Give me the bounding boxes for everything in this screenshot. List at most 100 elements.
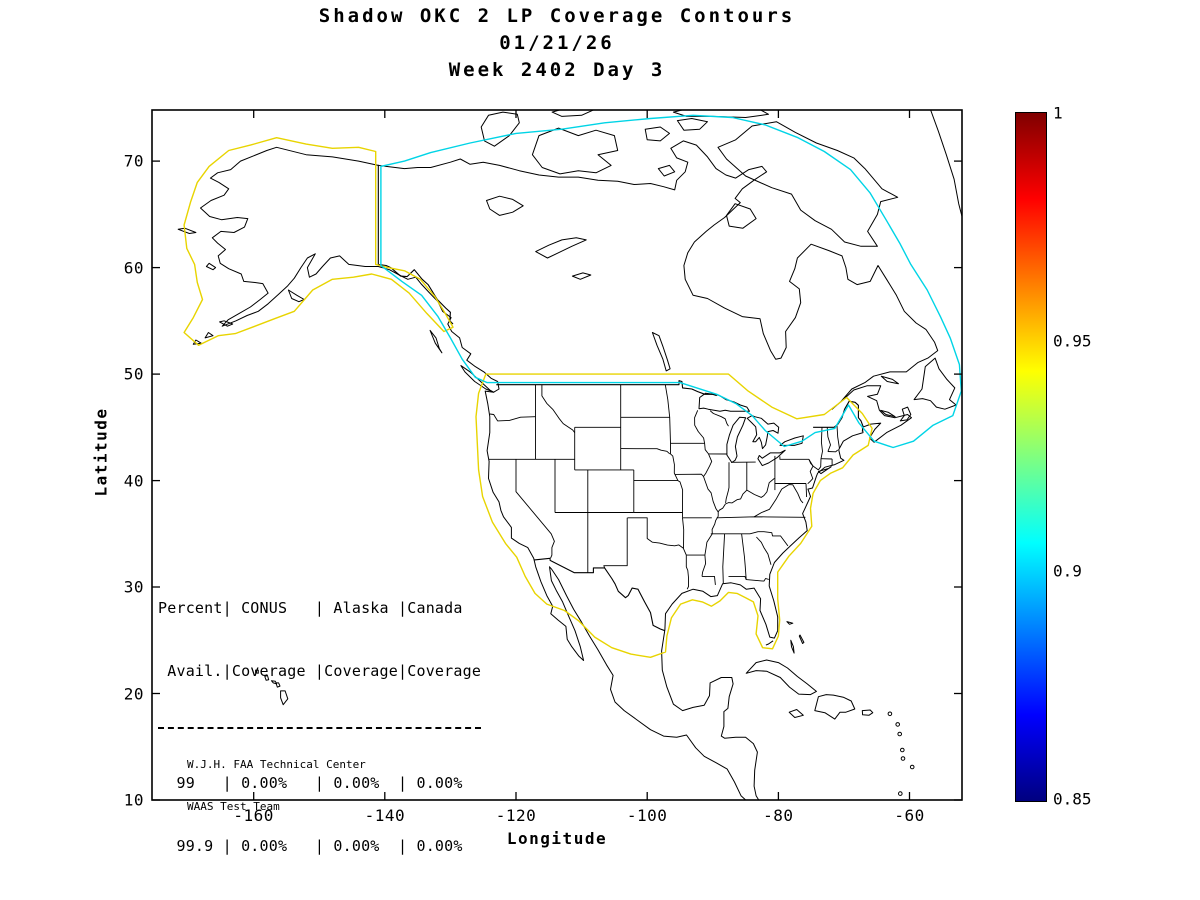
- island-outline: [644, 126, 670, 142]
- coverage-table-divider: [158, 727, 482, 729]
- coverage-table-header-2: Avail.|Coverage |Coverage|Coverage: [158, 662, 482, 680]
- y-tick-label: 20: [123, 684, 144, 704]
- island-outline: [480, 111, 520, 147]
- island-outline: [913, 357, 957, 410]
- island-outline: [657, 164, 676, 177]
- national-border: [377, 164, 454, 325]
- x-tick-label: -120: [495, 806, 537, 825]
- coastline-segment: [930, 110, 962, 219]
- state-border: [716, 516, 806, 519]
- state-border: [826, 427, 831, 452]
- chart-date: 01/21/26: [499, 32, 615, 54]
- state-border: [725, 462, 730, 503]
- x-tick-label: -140: [364, 806, 406, 825]
- island-outline: [814, 694, 856, 720]
- state-border: [741, 533, 747, 580]
- island-outline: [205, 262, 217, 271]
- state-border: [717, 478, 775, 513]
- small-island: [900, 747, 905, 753]
- state-border: [749, 531, 789, 547]
- state-border: [685, 555, 689, 590]
- state-border: [682, 517, 687, 556]
- island-outline: [861, 709, 874, 716]
- state-border: [807, 459, 814, 485]
- small-island: [897, 731, 903, 737]
- state-border: [603, 517, 628, 569]
- coverage-table-header-1: Percent| CONUS | Alaska |Canada: [158, 599, 463, 617]
- island-outline: [531, 127, 619, 175]
- y-tick-label: 70: [123, 151, 144, 171]
- island-outline: [676, 118, 708, 131]
- credit-line-1: W.J.H. FAA Technical Center: [187, 758, 366, 771]
- island-outline: [177, 227, 197, 234]
- x-tick-label: -160: [233, 806, 274, 825]
- state-border: [756, 536, 772, 565]
- island-outline: [880, 375, 899, 385]
- island-outline: [429, 329, 443, 354]
- island-outline: [204, 332, 214, 339]
- map-layer: [177, 110, 962, 800]
- state-border: [515, 459, 555, 559]
- state-border: [627, 517, 684, 549]
- conus-region-contour-yellow: [475, 373, 873, 658]
- colorbar-tick-label: 1: [1053, 103, 1063, 123]
- lake-outline: [757, 449, 786, 467]
- state-border: [781, 484, 804, 504]
- island-outline: [788, 709, 804, 718]
- state-border: [674, 473, 704, 477]
- island-outline: [726, 203, 757, 229]
- alaska-region-contour-yellow: [183, 137, 454, 346]
- state-border: [836, 424, 840, 449]
- credit-line-2: WAAS Test Team: [187, 800, 280, 813]
- island-outline: [880, 409, 896, 418]
- small-island: [900, 756, 906, 761]
- lake-outline: [571, 272, 592, 280]
- island-outline: [219, 320, 234, 327]
- island-outline: [255, 669, 259, 674]
- island-outline: [264, 674, 270, 681]
- lake-outline: [726, 416, 747, 463]
- y-tick-label: 60: [123, 258, 144, 278]
- state-border: [664, 384, 679, 481]
- title-block: Shadow OKC 2 LP Coverage Contours 01/21/…: [152, 3, 962, 84]
- state-border: [827, 449, 839, 453]
- island-outline: [275, 682, 281, 688]
- lake-outline: [535, 237, 587, 259]
- state-border: [541, 384, 576, 433]
- state-border: [722, 533, 726, 584]
- canada-region-contour-cyan: [380, 114, 962, 449]
- colorbar-tick-label: 0.95: [1053, 331, 1092, 351]
- state-border: [805, 483, 808, 498]
- island-outline: [551, 110, 595, 117]
- island-outline: [817, 466, 832, 475]
- coastline-segment: [765, 640, 774, 646]
- island-outline: [790, 639, 795, 654]
- state-border: [620, 448, 671, 455]
- national-border: [534, 557, 666, 632]
- small-island: [895, 722, 901, 727]
- state-border: [753, 488, 783, 518]
- chart-week-day: Week 2402 Day 3: [448, 59, 666, 81]
- island-outline: [287, 289, 305, 303]
- y-tick-label: 50: [123, 364, 144, 384]
- y-tick-label: 10: [123, 790, 144, 810]
- x-axis-label: Longitude: [506, 829, 608, 848]
- colorbar-tick-label: 0.85: [1053, 789, 1092, 809]
- colorbar: [1015, 112, 1047, 802]
- y-tick-label: 30: [123, 577, 144, 597]
- lake-outline: [698, 392, 750, 412]
- y-axis-label: Latitude: [91, 407, 111, 497]
- chart-title: Shadow OKC 2 LP Coverage Contours: [318, 5, 796, 27]
- lake-outline: [486, 195, 524, 216]
- x-tick-label: -60: [894, 806, 925, 825]
- island-outline: [280, 690, 289, 706]
- state-border: [694, 410, 719, 577]
- lake-outline: [746, 415, 780, 450]
- state-border: [728, 575, 769, 582]
- state-border: [702, 575, 716, 585]
- island-outline: [786, 621, 794, 625]
- coverage-table: Percent| CONUS | Alaska |Canada Avail.|C…: [158, 556, 482, 900]
- coverage-table-row: 99 | 0.00% | 0.00% | 0.00%: [158, 774, 463, 792]
